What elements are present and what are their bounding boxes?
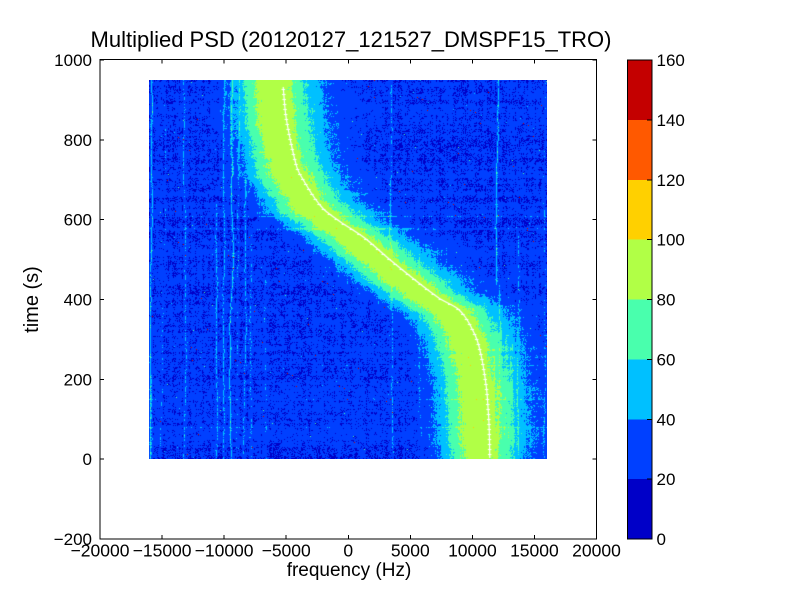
svg-text:1000: 1000 — [54, 51, 92, 70]
svg-text:−10000: −10000 — [195, 541, 254, 561]
svg-text:20: 20 — [657, 470, 676, 489]
svg-text:80: 80 — [657, 291, 676, 310]
svg-text:Multiplied PSD (20120127_12152: Multiplied PSD (20120127_121527_DMSPF15_… — [91, 27, 612, 52]
svg-text:−5000: −5000 — [262, 541, 311, 561]
svg-text:140: 140 — [657, 111, 685, 130]
svg-text:0: 0 — [343, 541, 353, 561]
svg-text:600: 600 — [64, 211, 92, 230]
svg-text:200: 200 — [64, 370, 92, 389]
svg-text:0: 0 — [83, 450, 92, 469]
svg-text:60: 60 — [657, 350, 676, 369]
svg-text:120: 120 — [657, 171, 685, 190]
svg-text:5000: 5000 — [391, 541, 430, 561]
svg-text:frequency (Hz): frequency (Hz) — [287, 560, 412, 581]
svg-text:20000: 20000 — [572, 541, 621, 561]
svg-text:time (s): time (s) — [21, 266, 43, 333]
svg-text:−20000: −20000 — [71, 541, 130, 561]
svg-text:100: 100 — [657, 231, 685, 250]
svg-text:−15000: −15000 — [133, 541, 192, 561]
svg-text:160: 160 — [657, 51, 685, 70]
svg-text:15000: 15000 — [510, 541, 559, 561]
svg-text:−200: −200 — [54, 530, 92, 549]
svg-text:40: 40 — [657, 410, 676, 429]
svg-text:800: 800 — [64, 131, 92, 150]
svg-text:400: 400 — [64, 291, 92, 310]
svg-text:10000: 10000 — [448, 541, 497, 561]
svg-text:0: 0 — [657, 530, 666, 549]
